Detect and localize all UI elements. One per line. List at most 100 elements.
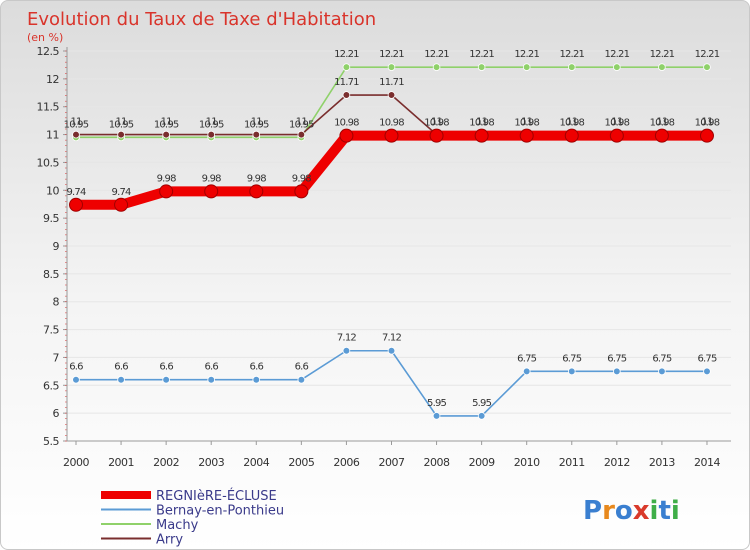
data-label: 10.98 <box>334 118 359 129</box>
legend-item: REGNIèRE-ÉCLUSE <box>101 488 277 504</box>
data-point <box>342 63 351 71</box>
data-label: 6.6 <box>295 362 309 373</box>
data-label: 11 <box>566 117 578 128</box>
data-point <box>567 63 576 71</box>
data-point <box>72 130 80 139</box>
data-point <box>387 91 396 99</box>
data-label: 7.12 <box>337 333 357 344</box>
data-point <box>658 367 666 376</box>
data-label: 10.98 <box>695 118 720 129</box>
data-point <box>613 367 621 376</box>
data-point <box>72 375 80 384</box>
proxiti-logo: Proxiti <box>583 496 680 526</box>
data-label: 9.98 <box>292 173 312 184</box>
data-point <box>432 63 441 71</box>
series-regni-re-cluse <box>69 128 714 212</box>
data-label: 10.98 <box>469 118 494 129</box>
data-label: 10.98 <box>559 118 584 129</box>
logo-letter: P <box>583 496 602 526</box>
data-point <box>703 367 711 376</box>
legend: REGNIèRE-ÉCLUSEBernay-en-PonthieuMachyAr… <box>101 488 284 548</box>
data-label: 11 <box>206 117 218 128</box>
data-label: 11 <box>701 117 713 128</box>
data-point <box>204 184 219 199</box>
data-label: 10.98 <box>514 118 539 129</box>
data-point <box>252 130 261 139</box>
y-tick-label: 8 <box>53 296 60 309</box>
logo-letter: t <box>658 496 670 526</box>
data-label: 11 <box>476 117 488 128</box>
y-tick-label: 9 <box>53 240 60 253</box>
data-point <box>387 63 396 71</box>
legend-label: Bernay-en-Ponthieu <box>156 504 284 519</box>
logo-letter: r <box>602 496 615 526</box>
y-tick-label: 9.5 <box>43 212 59 225</box>
y-tick-label: 7 <box>53 351 60 364</box>
x-tick-label: 2014 <box>694 456 720 469</box>
data-point <box>339 128 354 143</box>
y-tick-label: 12 <box>46 73 59 86</box>
data-label: 11 <box>296 117 308 128</box>
data-point <box>474 128 489 143</box>
data-point <box>159 184 174 199</box>
x-axis-ticks: 2000 2001 2002 2003 2004 2005 2006 2007 2008 2009… <box>63 456 721 469</box>
y-tick-label: 11.5 <box>37 101 60 114</box>
data-label: 9.98 <box>202 173 222 184</box>
x-tick-label: 2006 <box>333 456 359 469</box>
data-label: 11 <box>656 117 668 128</box>
data-label: 11 <box>161 117 173 128</box>
data-label: 12.21 <box>605 49 630 60</box>
data-label: 10.98 <box>650 118 675 129</box>
axes <box>63 47 731 445</box>
x-tick-label: 2001 <box>108 456 134 469</box>
data-point <box>567 367 576 376</box>
data-label: 12.21 <box>650 49 675 60</box>
data-label: 6.6 <box>114 362 128 373</box>
data-label: 7.12 <box>382 333 402 344</box>
data-point <box>342 346 351 355</box>
y-tick-label: 10 <box>46 184 59 197</box>
data-label: 6.75 <box>562 353 582 364</box>
x-tick-label: 2005 <box>288 456 314 469</box>
data-label: 9.74 <box>66 187 86 198</box>
legend-item: Machy <box>101 518 199 533</box>
data-point <box>252 375 261 384</box>
data-label: 5.95 <box>427 398 447 409</box>
x-tick-label: 2012 <box>604 456 630 469</box>
data-point <box>297 375 306 384</box>
data-label: 12.21 <box>469 49 494 60</box>
y-tick-label: 6.5 <box>43 379 59 392</box>
logo-letter: x <box>633 496 650 526</box>
data-label: 11.71 <box>379 77 404 88</box>
y-axis-ticks: 5.5 6 6.5 7 7.5 8 8.5 9 9.5 10 10.5 11 11.5 12 12.5 <box>37 45 61 448</box>
data-label: 10.95 <box>244 119 269 130</box>
data-point <box>654 128 669 143</box>
data-label: 6.75 <box>607 353 627 364</box>
y-tick-label: 6 <box>53 407 60 420</box>
data-point <box>522 367 531 376</box>
x-tick-label: 2013 <box>649 456 675 469</box>
data-label: 10.98 <box>379 118 404 129</box>
x-tick-label: 2004 <box>243 456 269 469</box>
data-point <box>69 197 83 212</box>
legend-label: Machy <box>156 518 199 533</box>
y-tick-label: 10.5 <box>37 156 60 169</box>
logo-letter: i <box>671 496 680 526</box>
data-label: 11 <box>70 117 82 128</box>
x-tick-label: 2003 <box>198 456 224 469</box>
x-tick-label: 2008 <box>424 456 450 469</box>
x-tick-label: 2002 <box>153 456 179 469</box>
data-point <box>703 63 711 71</box>
data-label: 6.6 <box>69 362 83 373</box>
data-point <box>114 197 129 212</box>
data-label: 11 <box>611 117 623 128</box>
data-label: 12.21 <box>559 49 584 60</box>
legend-label: Arry <box>156 533 183 548</box>
data-point <box>477 412 486 420</box>
data-label: 6.6 <box>159 362 173 373</box>
legend-item: Bernay-en-Ponthieu <box>101 504 284 519</box>
data-label: 10.98 <box>605 118 630 129</box>
x-tick-label: 2009 <box>469 456 495 469</box>
